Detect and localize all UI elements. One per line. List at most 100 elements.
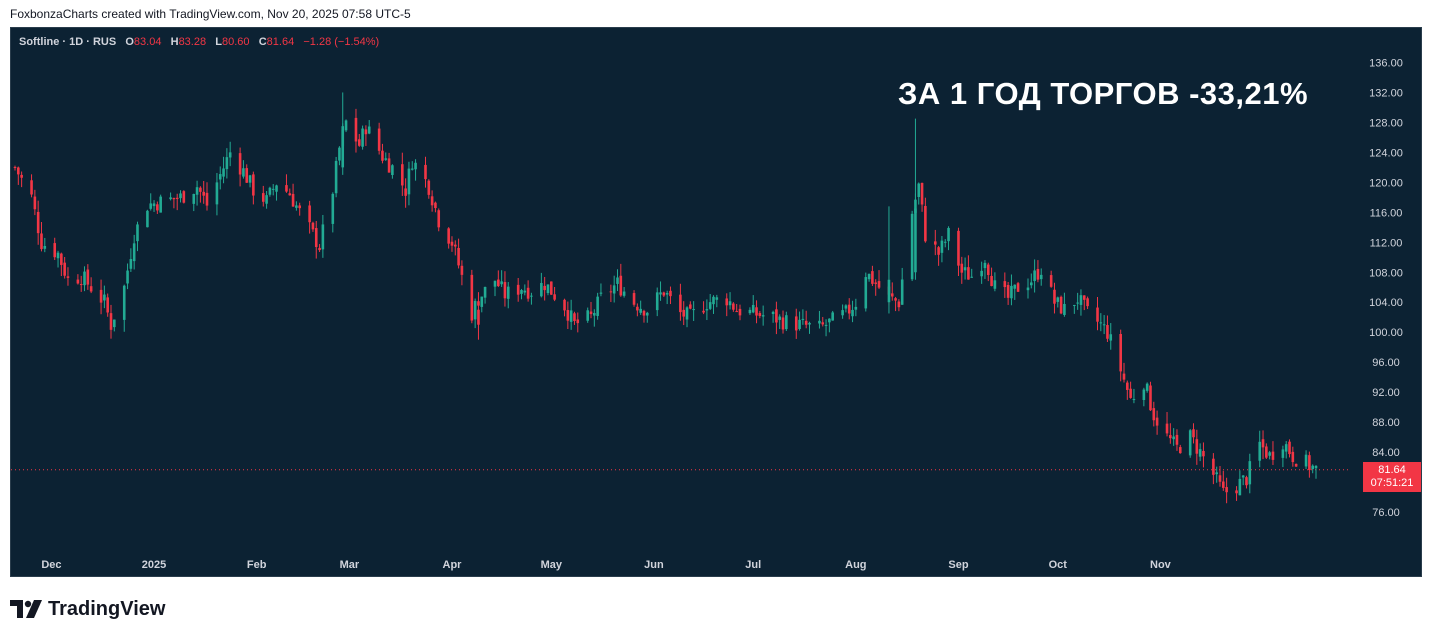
candle (818, 310, 821, 329)
candle (910, 210, 914, 282)
candle (824, 319, 828, 337)
candle (318, 244, 321, 252)
y-tick-label: 104.00 (1369, 297, 1403, 309)
candle (298, 202, 301, 216)
candle (99, 279, 103, 315)
candle (480, 296, 484, 313)
candle (1073, 304, 1076, 314)
candle (149, 193, 153, 211)
candle (1291, 446, 1295, 467)
candle (341, 92, 345, 175)
candle (36, 200, 40, 245)
candle (1198, 443, 1202, 462)
candle (1288, 439, 1291, 458)
candle (540, 272, 543, 298)
candle (1218, 466, 1222, 487)
candle (63, 256, 66, 279)
candle (205, 182, 209, 211)
candle (702, 301, 705, 315)
candle (1284, 441, 1288, 459)
candle (980, 261, 983, 284)
candle (877, 270, 881, 290)
candle (798, 311, 801, 331)
candle (401, 152, 404, 196)
candle (1102, 315, 1106, 335)
x-tick-label: Jul (745, 559, 761, 571)
candle (361, 125, 364, 150)
candle (497, 270, 500, 288)
change-value: −1.28 (−1.54%) (303, 36, 380, 48)
candle (377, 122, 381, 155)
candle (1082, 295, 1086, 311)
candle (576, 312, 580, 333)
candle (83, 266, 86, 292)
candle (430, 190, 434, 212)
candle (1165, 412, 1169, 437)
candle (1314, 465, 1318, 479)
candle (665, 290, 669, 305)
candle (470, 269, 474, 324)
tradingview-logo-icon (10, 600, 42, 618)
candle (890, 282, 894, 301)
candle (887, 206, 891, 314)
y-tick-label: 100.00 (1369, 327, 1403, 339)
candle (291, 183, 295, 207)
candle (871, 265, 874, 286)
candle (225, 148, 229, 179)
candle (549, 281, 553, 295)
last-price-value: 81.64 (1378, 463, 1406, 476)
candle (248, 174, 252, 188)
candle (126, 263, 129, 290)
candle (1026, 278, 1030, 299)
candle (1096, 296, 1099, 331)
candle (56, 250, 60, 268)
candle (434, 201, 437, 213)
candle (314, 220, 318, 259)
chart-annotation: ЗА 1 ГОД ТОРГОВ -33,21% (898, 76, 1309, 111)
tradingview-logo[interactable]: TradingView (10, 597, 165, 621)
candle (543, 276, 546, 301)
chart-area[interactable]: 76.0080.0084.0088.0092.0096.00100.00104.… (10, 27, 1422, 577)
x-tick-label: 2025 (142, 559, 166, 571)
candle (1188, 428, 1192, 458)
candle (1145, 382, 1149, 393)
candle (993, 272, 997, 292)
candle (40, 222, 43, 252)
candle (453, 240, 457, 256)
candle (218, 166, 222, 190)
candle (645, 311, 649, 323)
y-tick-label: 128.00 (1369, 117, 1403, 129)
candle (1049, 270, 1053, 288)
candle (1248, 453, 1252, 494)
candle (685, 306, 689, 328)
candle (867, 273, 871, 282)
candle (530, 292, 533, 305)
candle (986, 262, 990, 282)
candle (1215, 466, 1218, 483)
candle (381, 143, 384, 164)
candle (407, 161, 411, 206)
candle (252, 171, 255, 205)
candlestick-chart[interactable]: 76.0080.0084.0088.0092.0096.00100.00104.… (11, 28, 1421, 576)
symbol-label[interactable]: Softline · 1D · RUS (19, 36, 117, 48)
candle (593, 309, 596, 327)
open-label: O (125, 36, 134, 48)
candle (655, 287, 659, 317)
candle (831, 310, 834, 321)
candle (79, 275, 83, 292)
candle (228, 141, 232, 167)
candle (172, 197, 176, 209)
candle (364, 125, 368, 146)
candle (195, 180, 199, 206)
candle (1016, 281, 1020, 292)
candle (662, 291, 666, 298)
candle (354, 108, 358, 153)
candle (854, 298, 858, 317)
y-tick-label: 76.00 (1372, 507, 1400, 519)
candle (199, 186, 202, 203)
candle (990, 267, 993, 287)
candle (755, 300, 758, 324)
candle (748, 307, 752, 315)
candle (924, 197, 927, 243)
candle (785, 311, 788, 331)
